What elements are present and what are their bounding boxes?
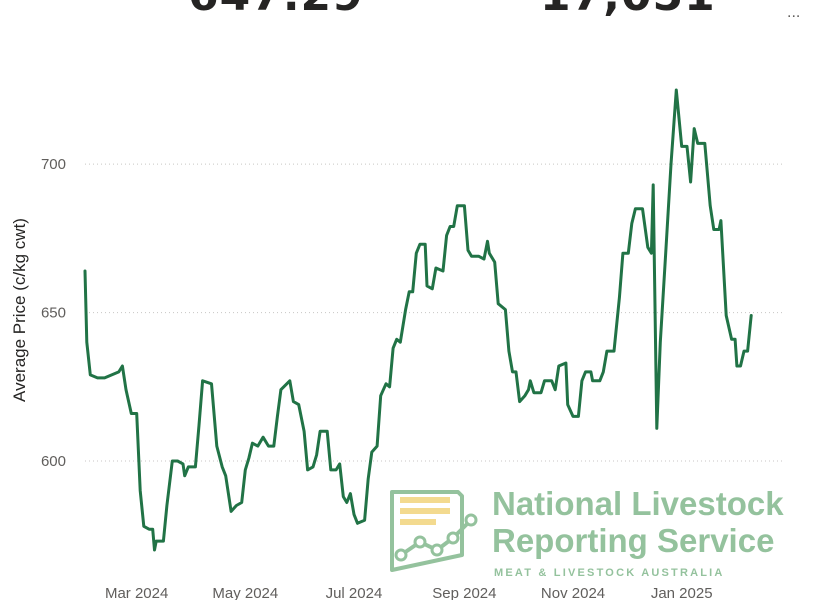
x-axis: Mar 2024 May 2024 Jul 2024 Sep 2024 Nov 2024… <box>105 585 713 600</box>
y-axis: 600 650 700 <box>41 156 66 470</box>
y-tick-label: 600 <box>41 453 66 470</box>
more-options-icon[interactable]: ... <box>787 4 801 21</box>
y-tick-label: 700 <box>41 156 66 173</box>
x-tick-label: Jul 2024 <box>326 585 383 600</box>
series-line[interactable] <box>83 88 753 552</box>
x-tick-label: Mar 2024 <box>105 585 168 600</box>
x-tick-label: Jan 2025 <box>651 585 713 600</box>
kpi-head-count-value: 17,051 <box>540 0 716 21</box>
logo-line-2: Reporting Service <box>492 522 774 559</box>
nlrs-logo-icon <box>390 490 478 572</box>
x-tick-label: Sep 2024 <box>432 585 496 600</box>
x-tick-label: Nov 2024 <box>541 585 605 600</box>
y-axis-label: Average Price (c/kg cwt) <box>10 218 29 402</box>
logo-line-1: National Livestock <box>492 485 784 522</box>
x-tick-label: May 2024 <box>212 585 278 600</box>
kpi-average-price-value: 647.29 <box>188 0 364 21</box>
nlrs-logo-watermark: National Livestock Reporting Service MEA… <box>390 485 784 579</box>
logo-tagline: MEAT & LIVESTOCK AUSTRALIA <box>494 567 725 579</box>
y-tick-label: 650 <box>41 305 66 322</box>
gridlines <box>85 163 785 462</box>
